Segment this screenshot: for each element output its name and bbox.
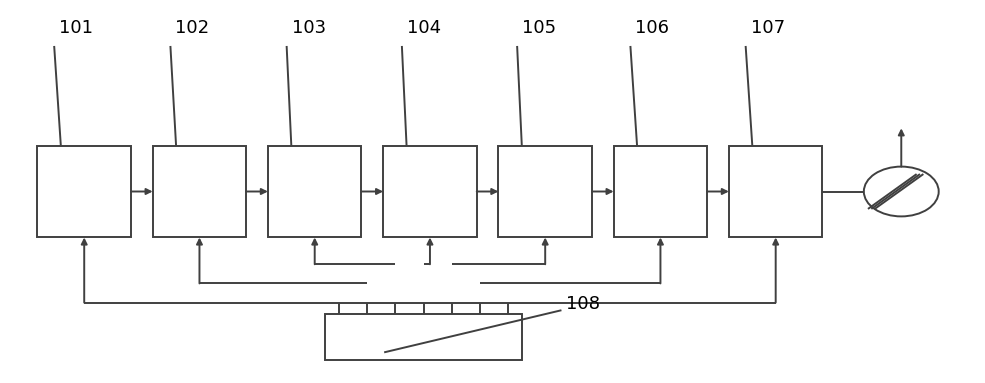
Bar: [268, 146, 361, 237]
Text: 108: 108: [566, 295, 601, 313]
Text: 106: 106: [635, 19, 670, 37]
Bar: [383, 146, 477, 237]
Bar: [153, 146, 246, 237]
Text: 105: 105: [522, 19, 557, 37]
Bar: [614, 146, 707, 237]
Text: 107: 107: [751, 19, 785, 37]
Text: 101: 101: [59, 19, 94, 37]
Ellipse shape: [864, 167, 939, 216]
Text: 103: 103: [292, 19, 326, 37]
Bar: [729, 146, 822, 237]
Text: 102: 102: [175, 19, 210, 37]
Bar: [498, 146, 592, 237]
Text: 104: 104: [407, 19, 441, 37]
Bar: [325, 314, 522, 360]
Bar: [37, 146, 131, 237]
